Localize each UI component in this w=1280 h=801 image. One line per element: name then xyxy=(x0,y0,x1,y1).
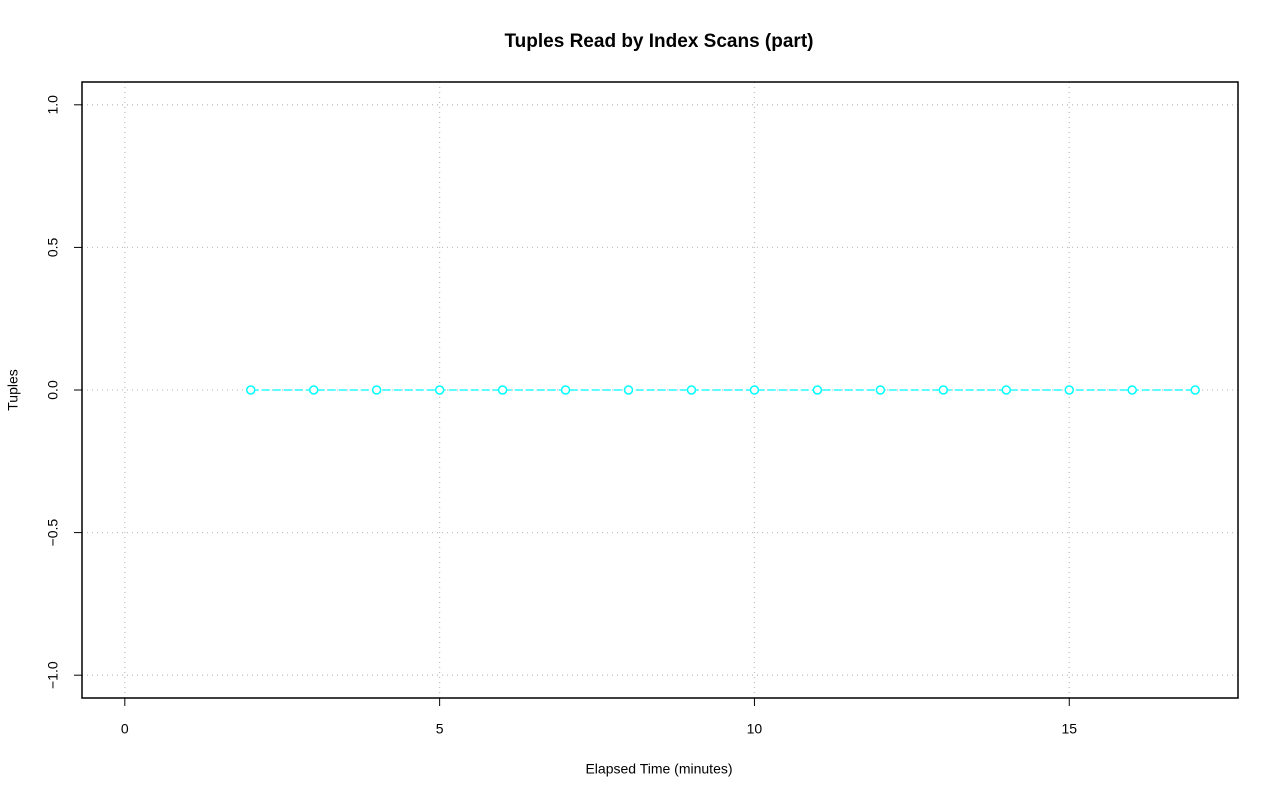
x-tick-label: 15 xyxy=(1061,721,1077,737)
point xyxy=(812,385,823,395)
y-axis-label: Tuples xyxy=(5,369,21,411)
point xyxy=(245,385,256,395)
point xyxy=(560,385,571,395)
point xyxy=(1064,385,1075,395)
point xyxy=(371,385,382,395)
x-tick-label: 0 xyxy=(121,721,129,737)
plot-frame xyxy=(81,81,1239,699)
point xyxy=(434,385,445,395)
point xyxy=(749,385,760,395)
point xyxy=(938,385,949,395)
x-tick-label: 10 xyxy=(747,721,763,737)
point xyxy=(1190,385,1200,395)
point xyxy=(1001,385,1012,395)
point xyxy=(875,385,886,395)
point xyxy=(623,385,634,395)
x-axis-label: Elapsed Time (minutes) xyxy=(585,761,732,777)
point xyxy=(308,385,319,395)
point xyxy=(686,385,697,395)
x-tick-label: 5 xyxy=(436,721,444,737)
chart-title: Tuples Read by Index Scans (part) xyxy=(504,31,813,52)
point xyxy=(497,385,508,395)
y-tick-label: −1.0 xyxy=(45,661,61,689)
y-tick-label: 0.0 xyxy=(45,380,61,400)
y-tick-label: 1.0 xyxy=(45,95,61,115)
point xyxy=(1127,385,1137,395)
y-tick-label: 0.5 xyxy=(45,237,61,257)
y-tick-label: −0.5 xyxy=(45,519,61,547)
